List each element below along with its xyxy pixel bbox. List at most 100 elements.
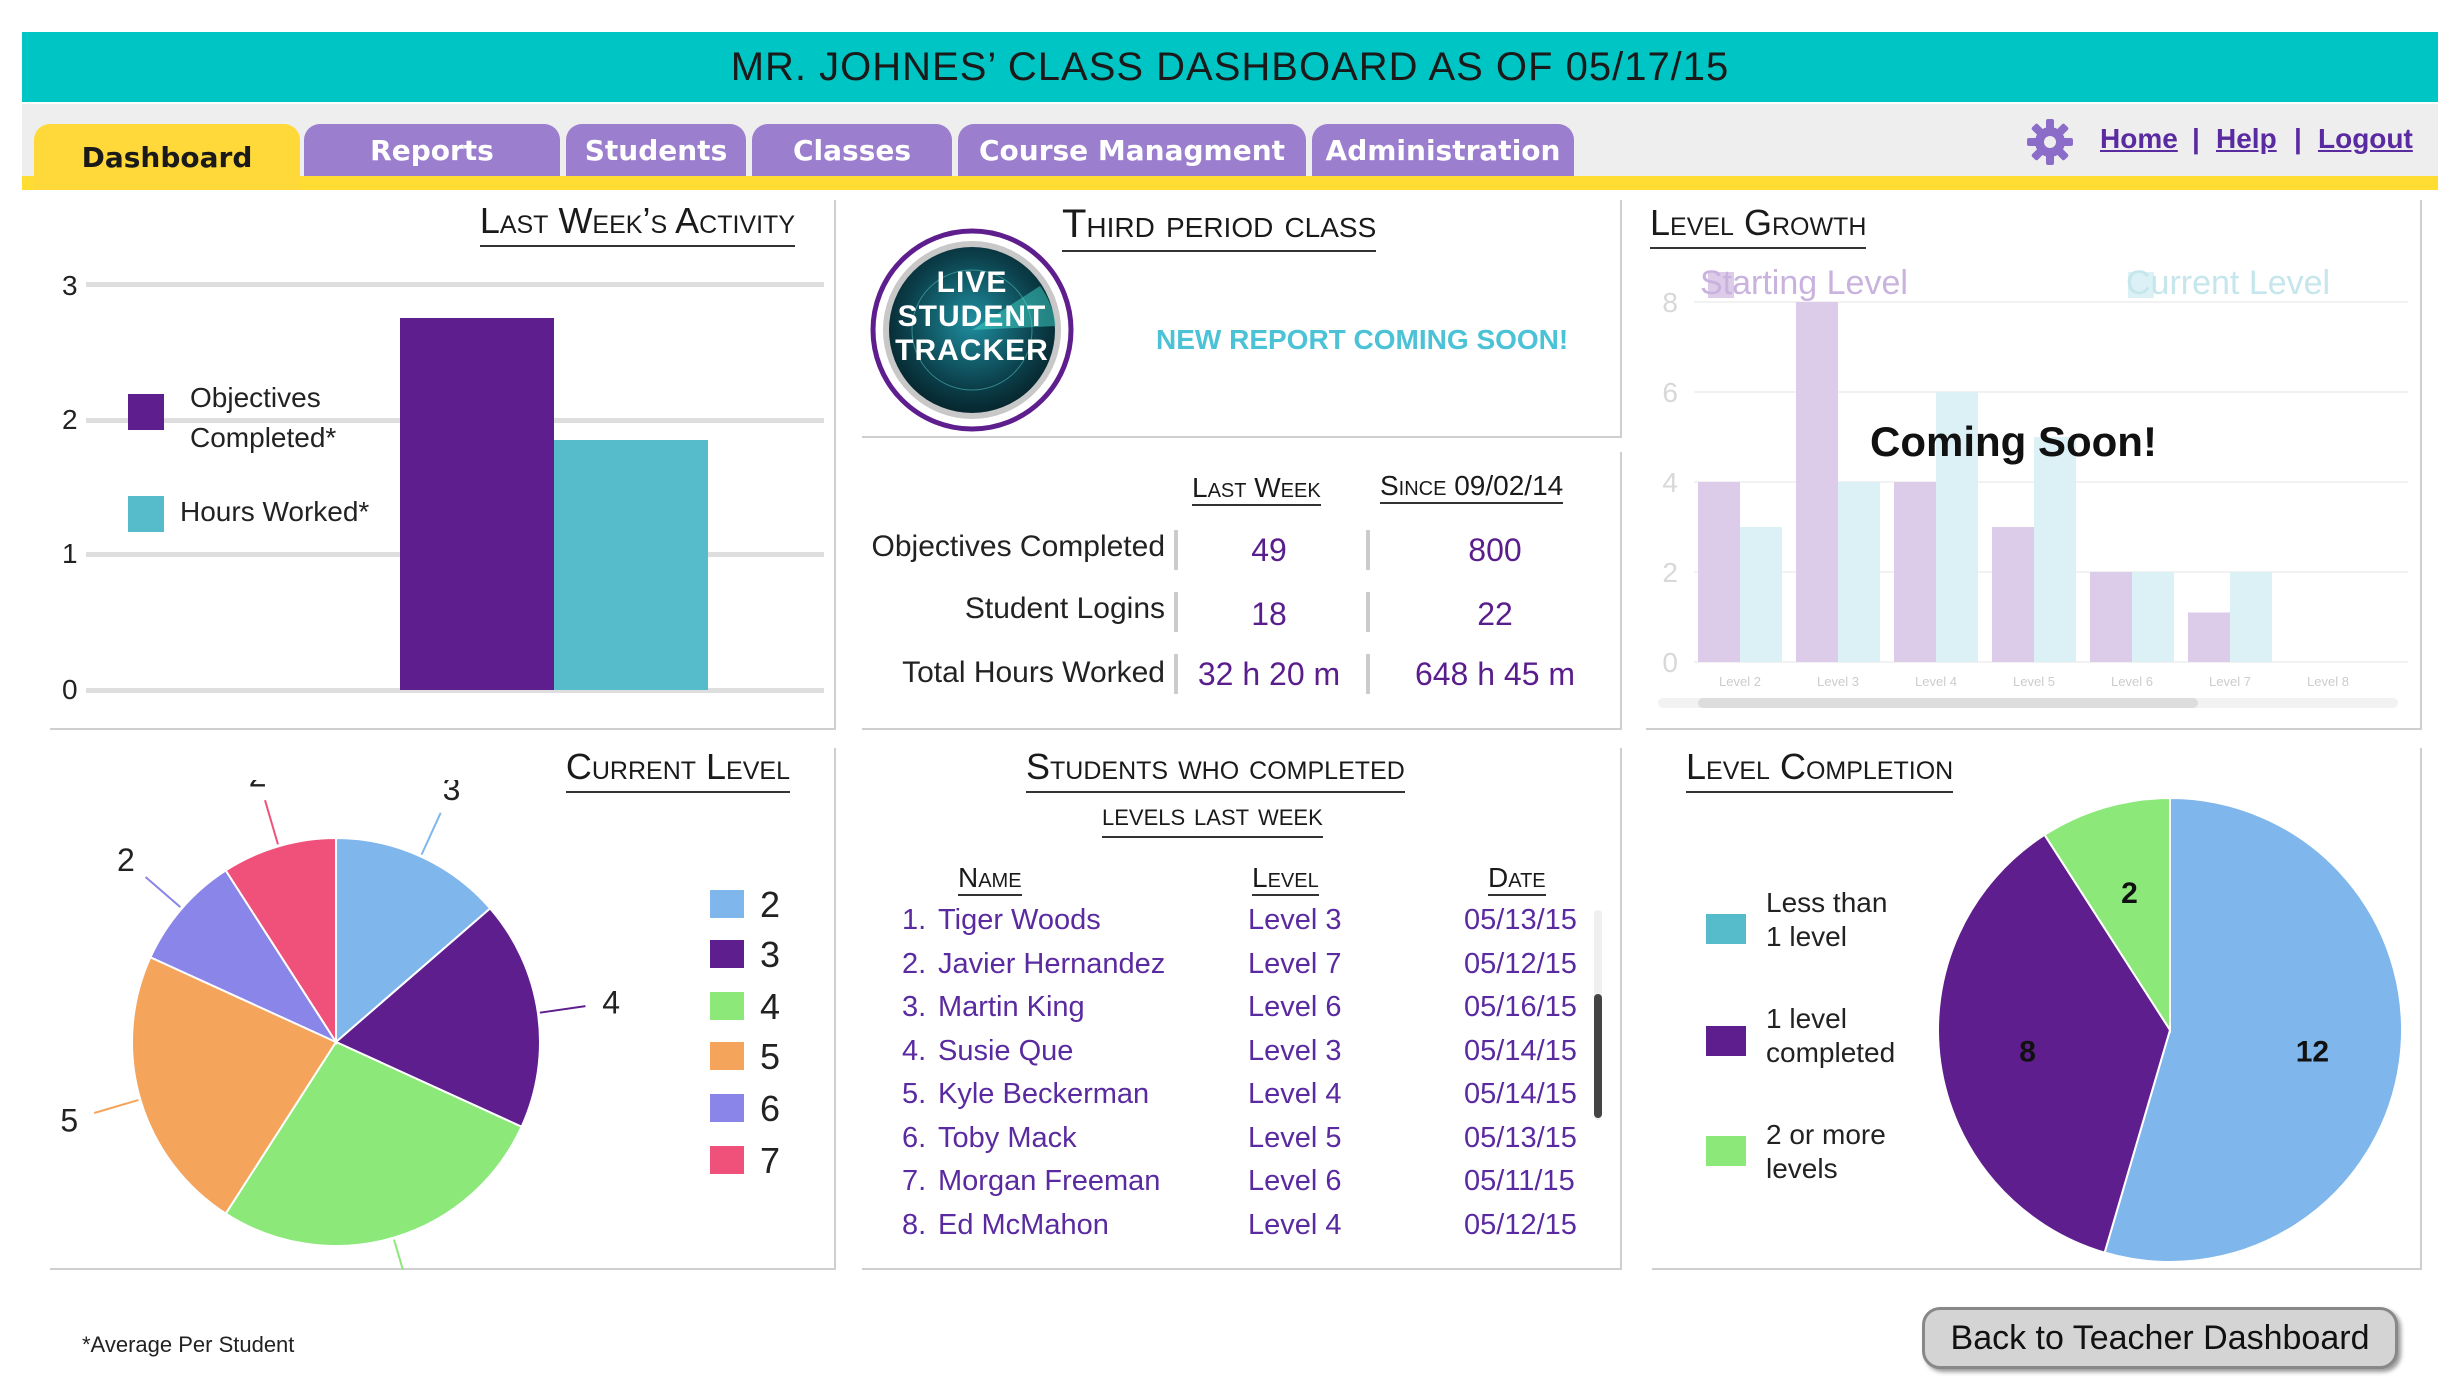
last-week-activity-title: Last Week’s Activity: [479, 200, 795, 247]
last-week-activity-panel: [50, 200, 836, 730]
leader-line: [539, 1005, 586, 1014]
completed-title-line1: Students who completed: [1026, 746, 1405, 793]
home-link[interactable]: Home: [2100, 123, 2178, 154]
legend-label: 1 level: [1766, 921, 1847, 952]
x-tick-label: Level 2: [1719, 674, 1761, 689]
stat-value: 18: [1251, 596, 1287, 632]
student-name: Kyle Beckerman: [938, 1078, 1150, 1110]
bar-current-level: [2132, 572, 2174, 662]
legend-starting-level: Starting Level: [1700, 264, 1908, 302]
legend-label: 2 or more: [1766, 1119, 1886, 1150]
legend-label: 5: [760, 1036, 781, 1077]
bar-current-level: [1936, 392, 1978, 662]
legend-swatch: [1706, 1136, 1746, 1166]
student-name: Ed McMahon: [938, 1208, 1109, 1241]
tab-administration[interactable]: Administration: [1312, 124, 1574, 176]
level-growth-panel: [1646, 200, 2422, 730]
bar-starting-level: [1992, 527, 2034, 662]
bar-current-level: [2230, 572, 2272, 662]
x-tick-label: Level 3: [1817, 674, 1859, 689]
stat-divider: [1366, 654, 1370, 694]
y-tick-label: 8: [1662, 287, 1678, 318]
legend-label: Completed*: [190, 422, 337, 453]
nav-separator: |: [2192, 123, 2200, 154]
pie-slice: [224, 1040, 523, 1248]
legend-label: completed: [1766, 1037, 1896, 1068]
current-level-title: Current Level: [565, 746, 790, 793]
student-name: Morgan Freeman: [938, 1165, 1161, 1197]
stat-label: Student Logins: [964, 592, 1165, 625]
badge-text: LIVE: [936, 266, 1008, 299]
y-tick-label: 2: [1662, 557, 1678, 588]
completion-date: 05/13/15: [1464, 1121, 1577, 1154]
pie-slice: [335, 836, 492, 1045]
y-tick-label: 4: [1662, 467, 1678, 498]
tab-students[interactable]: Students: [566, 124, 746, 176]
footnote: *Average Per Student: [82, 1332, 295, 1357]
completion-date: 05/12/15: [1464, 1208, 1577, 1241]
legend-label: 3: [760, 934, 781, 975]
row-number: 4.: [902, 1034, 927, 1067]
legend-swatch: [710, 1094, 744, 1122]
col-header-level: Level: [1252, 862, 1319, 896]
current-level-pie: 346522: [60, 780, 620, 1270]
legend-swatch: [1706, 914, 1746, 944]
x-tick-label: Level 4: [1915, 674, 1957, 689]
tab-reports[interactable]: Reports: [304, 124, 560, 176]
legend-swatch: [710, 940, 744, 968]
tab-course-management[interactable]: Course Managment: [958, 124, 1306, 176]
legend-label: Less than: [1766, 887, 1888, 918]
col-header-since: Since 09/02/14: [1380, 470, 1564, 504]
legend-label: 1 level: [1766, 1003, 1847, 1034]
back-to-teacher-dashboard-button[interactable]: Back to Teacher Dashboard: [1922, 1307, 2398, 1369]
student-name: Susie Que: [938, 1034, 1074, 1067]
stats-panel: [862, 452, 1622, 730]
current-level-panel: [50, 748, 836, 1270]
help-link[interactable]: Help: [2216, 123, 2277, 154]
pie-slice: [2103, 796, 2403, 1263]
legend-label: levels: [1766, 1153, 1838, 1184]
stat-value: 49: [1251, 532, 1287, 568]
legend-swatch: [710, 890, 744, 918]
gridline: [86, 688, 824, 693]
student-name: Javier Hernandez: [938, 947, 1166, 980]
pie-slice: [149, 869, 339, 1045]
stat-divider: [1174, 530, 1178, 570]
row-number: 7.: [902, 1165, 927, 1197]
leader-line: [93, 1099, 139, 1114]
legend-swatch: [1708, 272, 1734, 298]
stat-label: Total Hours Worked: [902, 656, 1165, 689]
tab-classes[interactable]: Classes: [752, 124, 952, 176]
legend-swatch: [1706, 1026, 1746, 1056]
bar-current-level: [1740, 527, 1782, 662]
level-growth-chart: 0 2 4 6 8 Level 2 Level 3 Level 4 Level 5 Level 6…: [1658, 272, 2408, 708]
title-banner: MR. JOHNES’ CLASS DASHBOARD AS OF 05/17/…: [22, 32, 2438, 102]
gear-icon[interactable]: [2024, 116, 2076, 168]
stat-value: 648 h 45 m: [1414, 656, 1576, 692]
legend-swatch: [2128, 272, 2154, 298]
slice-label: 5: [60, 1102, 78, 1138]
legend-label: Objectives: [190, 382, 321, 413]
y-tick-label: 6: [1662, 377, 1678, 408]
tab-dashboard[interactable]: Dashboard: [34, 124, 300, 190]
row-number: 3.: [902, 991, 927, 1023]
gridline: [86, 282, 824, 287]
legend-current-level: Current Level: [2126, 264, 2331, 302]
third-period-title: Third period class: [1062, 202, 1377, 252]
bar-hours-worked: [554, 439, 708, 690]
stat-label: Objectives Completed: [871, 530, 1165, 563]
level-completion-panel: [1652, 748, 2422, 1270]
third-period-panel: [862, 200, 1622, 438]
completion-date: 05/11/15: [1464, 1165, 1575, 1197]
completion-date: 05/14/15: [1464, 1078, 1577, 1110]
completed-title-line2: levels last week: [1102, 796, 1323, 838]
legend-swatch: [710, 1042, 744, 1070]
nav-underline: [22, 176, 2438, 190]
scrollbar-thumb[interactable]: [1594, 994, 1602, 1118]
coming-soon-overlay: Coming Soon!: [1870, 418, 2157, 465]
completion-date: 05/13/15: [1464, 904, 1577, 936]
bar-starting-level: [1894, 482, 1936, 662]
coming-soon-notice: NEW REPORT COMING SOON!: [1156, 324, 1569, 355]
legend-label: 7: [760, 1140, 781, 1181]
logout-link[interactable]: Logout: [2318, 123, 2413, 154]
